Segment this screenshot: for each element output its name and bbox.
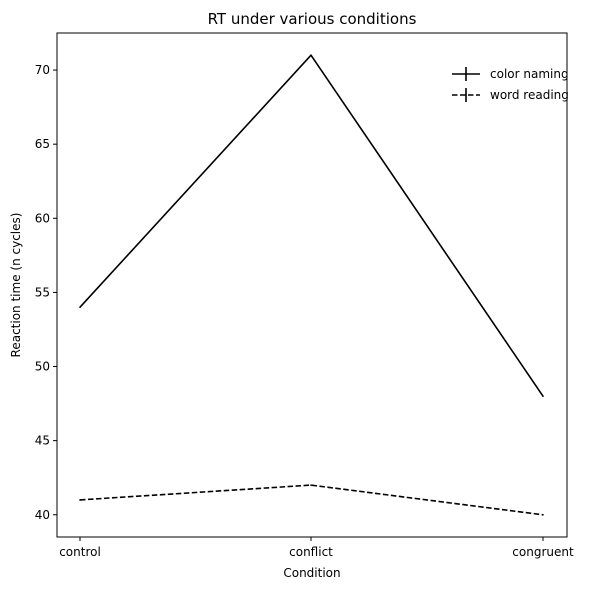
- data-point: [310, 54, 312, 57]
- data-point: [79, 306, 81, 309]
- x-tick-label: conflict: [289, 545, 333, 559]
- x-axis-title: Condition: [283, 566, 340, 580]
- legend-label: color naming: [490, 67, 569, 81]
- y-tick-label: 65: [35, 137, 50, 151]
- series-layer: [79, 54, 544, 516]
- y-tick-label: 55: [35, 285, 50, 299]
- y-tick-label: 40: [35, 508, 50, 522]
- x-axis-ticks: control conflict congruent: [59, 537, 574, 559]
- x-tick-label: control: [59, 545, 101, 559]
- plot-frame: [56, 32, 568, 538]
- data-point: [310, 484, 312, 486]
- data-point: [542, 513, 544, 516]
- y-tick-label: 60: [35, 211, 50, 225]
- data-point: [79, 499, 81, 501]
- legend-label: word reading: [490, 88, 569, 102]
- chart-title: RT under various conditions: [208, 10, 417, 28]
- y-tick-label: 50: [35, 360, 50, 374]
- series-line-word-reading: [79, 484, 544, 516]
- y-tick-label: 70: [35, 63, 50, 77]
- y-axis-title: Reaction time (n cycles): [9, 213, 23, 358]
- x-tick-label: congruent: [512, 545, 574, 559]
- legend-item: word reading: [452, 88, 569, 102]
- legend-item: color naming: [452, 67, 569, 81]
- y-tick-label: 45: [35, 434, 50, 448]
- y-axis-ticks: 40 45 50 55 60 65 70: [35, 63, 57, 522]
- legend: color naming word reading: [452, 67, 569, 102]
- data-point: [542, 395, 544, 397]
